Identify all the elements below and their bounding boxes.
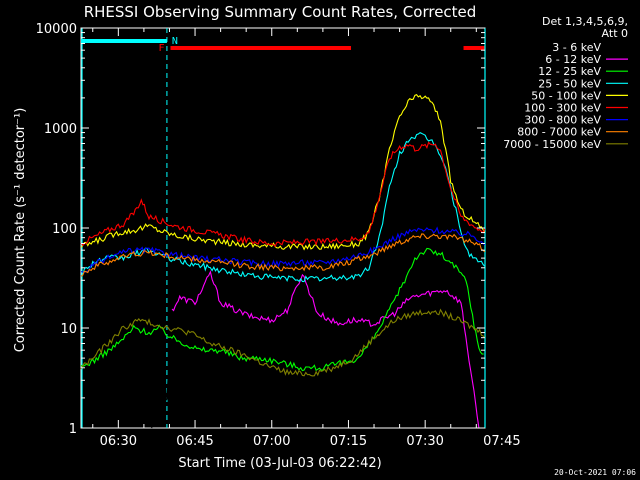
legend-label: 100 - 300 keV [524, 102, 601, 115]
y-tick-label: 10000 [36, 22, 77, 37]
legend-label: 300 - 800 keV [524, 114, 601, 127]
y-tick-label: 1 [69, 422, 77, 437]
plot-area: FN 1 10 100 1000 10000 06:30 06:45 07:00 07:15 07… [36, 22, 521, 449]
series-line [80, 141, 486, 247]
series-line [80, 308, 486, 377]
night-flag-label: N [172, 36, 178, 47]
series-line [80, 247, 484, 372]
legend-label: 6 - 12 keV [545, 53, 601, 66]
y-tick-label: 100 [52, 222, 77, 237]
x-tick-label: 07:30 [406, 434, 443, 449]
y-axis-label: Corrected Count Rate (s⁻¹ detector⁻¹) [13, 108, 28, 353]
series-layer [80, 94, 486, 429]
legend-label: 7000 - 15000 keV [503, 138, 601, 151]
flare-flag-label: F [158, 43, 164, 54]
x-tick-label: 07:00 [253, 434, 290, 449]
legend-label: 800 - 7000 keV [517, 126, 601, 139]
legend-label: 12 - 25 keV [538, 65, 601, 78]
series-line [80, 131, 486, 283]
y-tick-label: 10 [60, 322, 77, 337]
legend-label: 3 - 6 keV [552, 41, 601, 54]
x-tick-label: 07:45 [483, 434, 520, 449]
axis-layer: 1 10 100 1000 10000 06:30 06:45 07:00 07:15 07:30… [36, 22, 521, 449]
x-axis-label: Start Time (03-Jul-03 06:22:42) [178, 456, 381, 471]
series-line [171, 270, 480, 429]
x-tick-label: 07:15 [330, 434, 367, 449]
series-line [80, 226, 486, 273]
series-line [80, 94, 486, 251]
detector-header-line-1: Det 1,3,4,5,6,9, [542, 15, 628, 28]
chart-title: RHESSI Observing Summary Count Rates, Co… [84, 3, 477, 21]
legend-label: 50 - 100 keV [531, 89, 601, 102]
footer-date: 20-Oct-2021 07:06 [554, 468, 636, 477]
legend-label: 25 - 50 keV [538, 77, 601, 90]
detector-header-line-2: Att 0 [602, 27, 628, 40]
x-tick-label: 06:45 [176, 434, 213, 449]
y-tick-label: 1000 [44, 122, 77, 137]
series-line [80, 233, 486, 277]
x-tick-label: 06:30 [100, 434, 137, 449]
